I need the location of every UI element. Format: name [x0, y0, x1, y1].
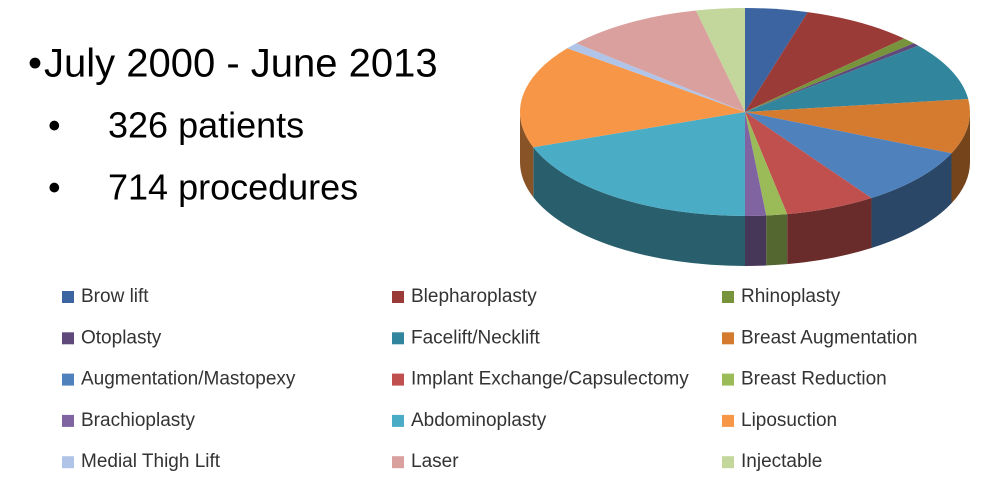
slice [533, 112, 745, 266]
legend-label: Breast Augmentation [741, 327, 917, 348]
legend-label: Brow lift [81, 286, 149, 307]
legend-swatch [722, 414, 734, 427]
heading-bullet: • [28, 42, 42, 86]
bullet: 326 patients [108, 105, 304, 146]
legend-label: Implant Exchange/Capsulectomy [411, 369, 689, 390]
legend-swatch [392, 414, 404, 427]
slice [745, 112, 788, 266]
slice-top [520, 48, 745, 148]
slice-top [745, 45, 969, 113]
heading: July 2000 - June 2013 [44, 42, 438, 86]
legend-label: Otoplasty [81, 327, 162, 348]
legend-swatch [62, 373, 74, 386]
legend-label: Breast Reduction [741, 369, 887, 390]
legend-swatch [722, 291, 734, 303]
legend-swatch [62, 291, 74, 303]
legend-swatch [722, 332, 734, 345]
slice-side [745, 215, 767, 266]
legend-swatch [392, 373, 404, 386]
slice [695, 8, 745, 112]
legend-label: Laser [411, 451, 459, 472]
slice [745, 112, 767, 266]
slice [567, 43, 745, 112]
legend-label: Liposuction [741, 410, 837, 431]
legend-label: Medial Thigh Lift [81, 451, 221, 472]
legend-label: Rhinoplasty [741, 286, 841, 307]
slice-top [745, 112, 872, 215]
slice [520, 48, 745, 198]
legend-label: Abdominoplasty [411, 410, 547, 431]
slice-side [520, 112, 534, 198]
legend-swatch [62, 332, 74, 345]
slice [745, 112, 872, 265]
slice-top [745, 112, 952, 199]
legend-swatch [722, 456, 734, 469]
legend-swatch [62, 456, 74, 469]
slice-side [533, 147, 745, 266]
legend-label: Brachioplasty [81, 410, 196, 431]
bullet-dot: • [48, 167, 61, 208]
slice-top [745, 112, 788, 216]
legend-label: Injectable [741, 451, 822, 472]
slice [745, 112, 952, 249]
slice-top [745, 12, 905, 113]
bullet: 714 procedures [108, 167, 358, 208]
slice-top [695, 8, 745, 112]
slice [745, 38, 914, 113]
slice-top [745, 112, 767, 216]
slice-side [871, 153, 952, 249]
slice-top [745, 98, 971, 154]
slice-top [745, 38, 914, 113]
legend-label: Blepharoplasty [411, 286, 537, 307]
bullet-dot: • [48, 105, 61, 146]
slice [745, 98, 971, 204]
slice-top [567, 43, 745, 112]
slice [745, 45, 969, 113]
slice-top [745, 8, 808, 112]
slice-side [787, 198, 872, 265]
slice [745, 43, 919, 112]
slice-side [766, 214, 788, 266]
slice [745, 8, 808, 112]
legend-label: Facelift/Necklift [411, 327, 541, 348]
legend-swatch [722, 373, 734, 386]
slice-top [745, 43, 919, 112]
slice-top [533, 112, 745, 216]
legend-swatch [392, 332, 404, 345]
slice [576, 10, 745, 113]
slice [745, 12, 905, 113]
legend-swatch [62, 414, 74, 427]
legend-label: Augmentation/Mastopexy [81, 369, 296, 390]
slice-side [951, 112, 970, 204]
legend-swatch [392, 291, 404, 303]
legend-swatch [392, 456, 404, 469]
slice-top [576, 10, 745, 113]
